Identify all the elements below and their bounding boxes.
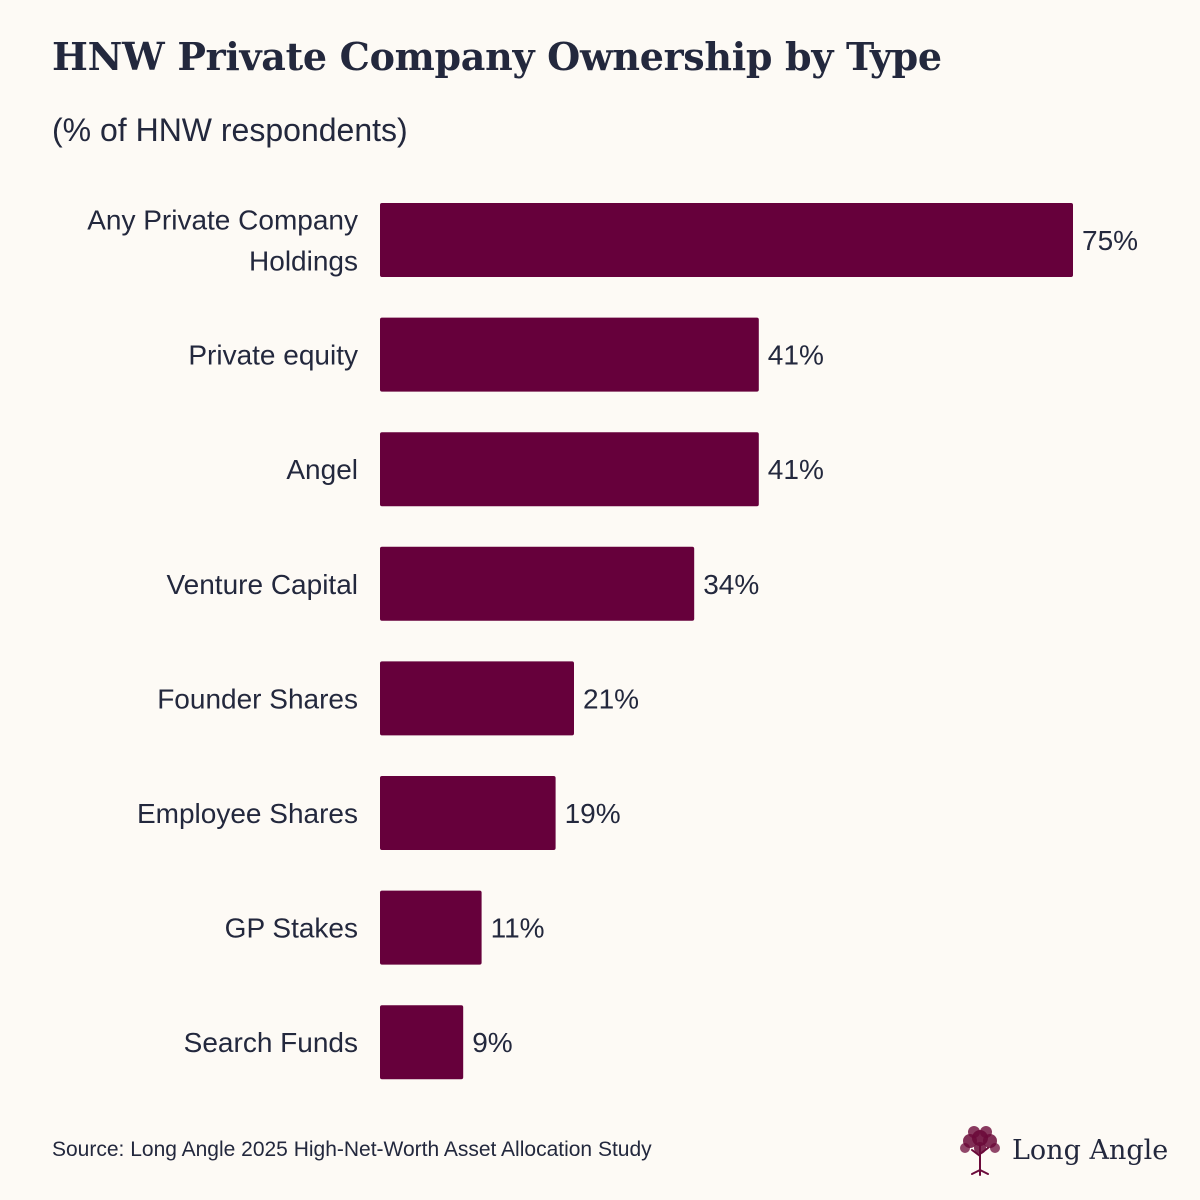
bar xyxy=(380,317,759,392)
tree-icon xyxy=(960,1126,1000,1176)
bar xyxy=(380,546,695,621)
bar xyxy=(380,661,574,736)
value-label: 75% xyxy=(1082,225,1138,256)
category-label: Angel xyxy=(286,454,358,485)
value-label: 41% xyxy=(768,340,824,371)
bar xyxy=(380,776,556,850)
value-label: 34% xyxy=(703,569,759,600)
category-label: Search Funds xyxy=(184,1027,358,1058)
chart-title: HNW Private Company Ownership by Type xyxy=(52,34,942,79)
category-label: Employee Shares xyxy=(137,798,358,829)
bar xyxy=(380,432,759,507)
value-label: 41% xyxy=(768,454,824,485)
bar xyxy=(380,890,482,965)
brand-name: Long Angle xyxy=(1012,1134,1169,1166)
category-label: Private equity xyxy=(188,340,358,371)
value-label: 11% xyxy=(491,913,545,944)
bar xyxy=(380,1005,464,1080)
category-label: Founder Shares xyxy=(157,683,358,714)
bar-chart: Any Private Company Holdings 75% Private eq… xyxy=(87,203,1138,1080)
bar xyxy=(380,203,1073,277)
category-label: GP Stakes xyxy=(225,913,358,944)
source-note: Source: Long Angle 2025 High-Net-Worth A… xyxy=(52,1138,652,1161)
chart-subtitle: (% of HNW respondents) xyxy=(52,112,408,148)
value-label: 9% xyxy=(472,1027,512,1058)
category-label: Venture Capital xyxy=(167,569,358,600)
brand: Long Angle xyxy=(958,1124,1168,1176)
value-label: 21% xyxy=(583,683,639,714)
category-label: Any Private Company Holdings xyxy=(87,205,358,277)
value-label: 19% xyxy=(565,798,621,829)
